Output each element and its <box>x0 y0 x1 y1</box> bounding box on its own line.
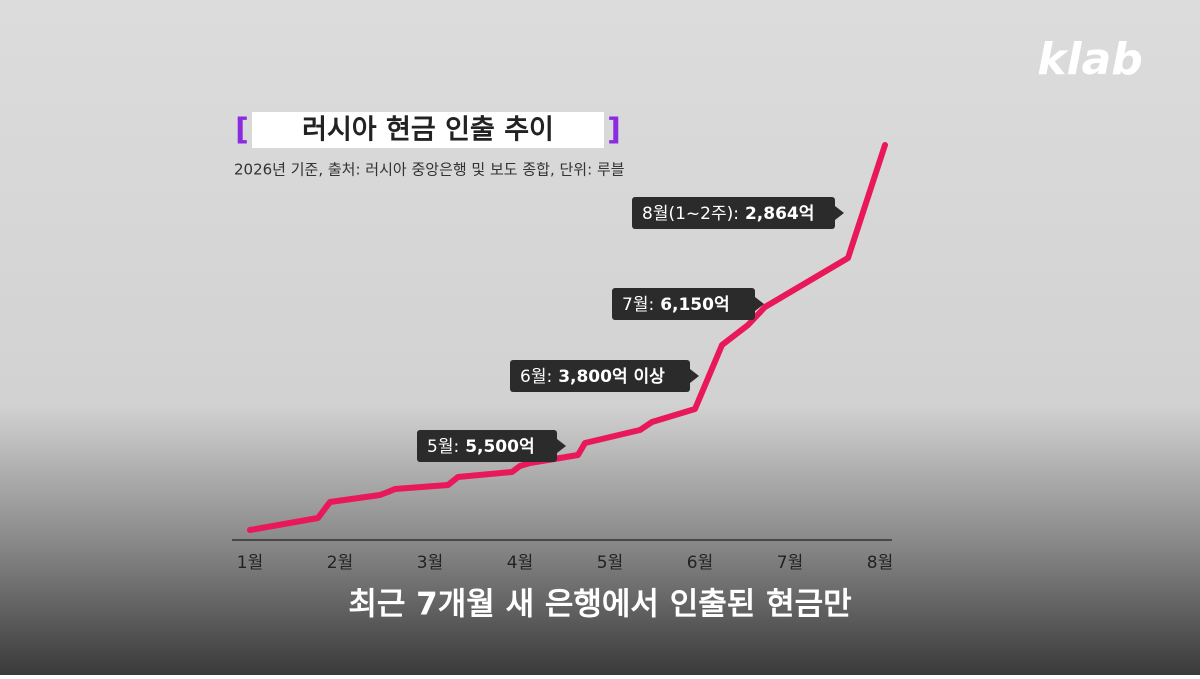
logo: klab <box>1037 34 1143 85</box>
callout-text: 5월: 5,500억 <box>427 437 535 457</box>
x-tick-label: 3월 <box>417 553 443 573</box>
callout-pointer <box>835 206 844 220</box>
callout-month: 8월(1~2주): <box>642 204 739 224</box>
title-bracket: ] <box>607 113 621 148</box>
callout-month: 7월: <box>622 295 654 315</box>
trend-line <box>247 142 888 533</box>
caption: 최근 7개월 새 은행에서 인출된 현금만 <box>348 587 851 623</box>
callout-value: 5,500억 <box>465 437 534 457</box>
callout-pointer <box>690 369 699 383</box>
callout-month: 5월: <box>427 437 459 457</box>
x-tick-label: 1월 <box>237 553 263 573</box>
title-bracket: [ <box>235 113 249 148</box>
callout-pointer <box>557 439 566 453</box>
x-tick-label: 7월 <box>777 553 803 573</box>
callout-text: 8월(1~2주): 2,864억 <box>642 204 814 224</box>
callout-box <box>632 197 835 229</box>
callout-text: 7월: 6,150억 <box>622 295 730 315</box>
callout-text: 6월: 3,800억 이상 <box>520 367 665 387</box>
x-tick-label: 4월 <box>507 553 533 573</box>
x-tick-label: 2월 <box>327 553 353 573</box>
subtitle: 2026년 기준, 출처: 러시아 중앙은행 및 보도 종합, 단위: 루블 <box>234 161 625 179</box>
callout-month: 6월: <box>520 367 552 387</box>
callout-value: 3,800억 이상 <box>558 367 665 387</box>
callout-pointer <box>755 297 764 311</box>
x-tick-label: 5월 <box>597 553 623 573</box>
callout-box <box>510 360 690 392</box>
callout-value: 2,864억 <box>745 204 814 224</box>
callout-value: 6,150억 <box>660 295 729 315</box>
callout-box <box>417 430 557 462</box>
chart-title: 러시아 현금 인출 추이 <box>302 115 554 146</box>
x-tick-label: 6월 <box>687 553 713 573</box>
title-highlight <box>252 112 604 148</box>
x-tick-label: 8월 <box>867 553 893 573</box>
callout-box <box>612 288 755 320</box>
